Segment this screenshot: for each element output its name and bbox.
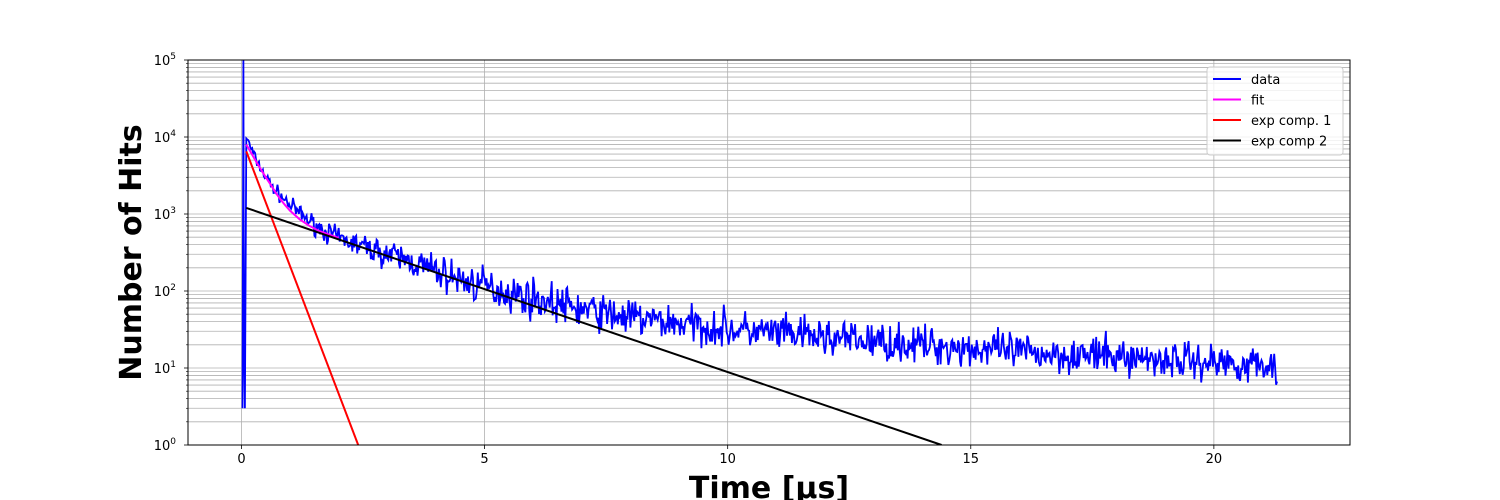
y-tick-label: 100 [154,437,177,454]
legend-label: fit [1251,94,1264,109]
series-line-data [241,60,1278,409]
x-tick-label: 0 [237,452,245,467]
x-tick-label: 15 [962,452,979,467]
series-line-exp-comp-1 [245,151,360,445]
y-tick-label: 102 [154,283,176,300]
x-axis-title: Time [μs] [689,471,849,500]
series-line-exp-comp-2 [245,206,942,445]
legend-label: data [1251,73,1280,88]
y-tick-label: 101 [154,360,176,377]
y-tick-label: 105 [154,52,176,69]
plot-frame [187,59,1351,446]
x-tick-label: 10 [719,452,736,467]
y-tick-label: 103 [154,206,176,223]
series-line-fit [245,144,340,239]
x-tick-label: 20 [1206,452,1223,467]
x-tick-label: 5 [480,452,488,467]
series-clip-group [241,60,1278,445]
legend-label: exp comp 2 [1251,135,1327,150]
y-tick-label: 104 [154,129,177,146]
y-axis-title: Number of Hits [114,124,149,380]
grid-layer [188,60,1350,446]
tick-layer: 0 5 10 15 20 100 101 102 103 104 105 [154,52,1222,467]
legend-label: exp comp. 1 [1251,114,1331,129]
legend-box [1206,66,1344,156]
series-layer [241,60,1278,445]
legend: data fit exp comp. 1 exp comp 2 [1206,66,1344,156]
